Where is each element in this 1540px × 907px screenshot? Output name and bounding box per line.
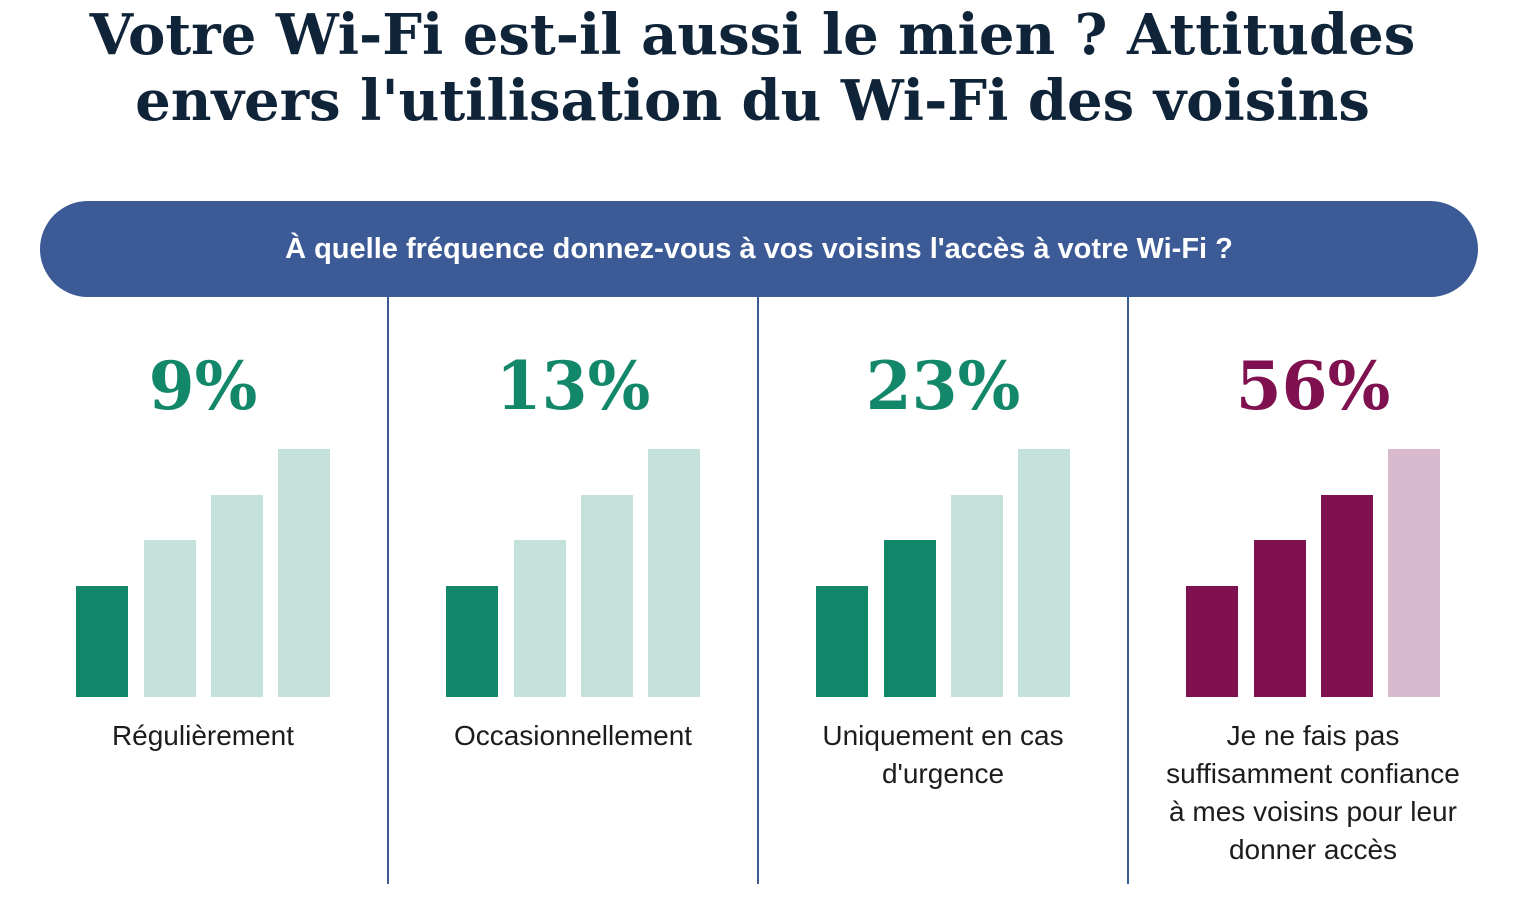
category-label-line: Occasionnellement (453, 720, 693, 751)
signal-bar-empty (514, 540, 566, 697)
column-divider (387, 297, 389, 884)
signal-bar-filled (76, 586, 128, 697)
signal-bar-empty (581, 495, 633, 697)
chart-title: Votre Wi-Fi est-il aussi le mien ? Attit… (0, 2, 1505, 134)
signal-bars (388, 449, 758, 697)
chart-panel: 56% Je ne fais pas suffisamment confiance à… (1128, 297, 1498, 897)
title-line-1: Votre Wi-Fi est-il aussi le mien ? Attit… (89, 2, 1416, 68)
signal-bar-filled (1186, 586, 1238, 697)
category-label-line: suffisamment confiance (1166, 758, 1460, 789)
chart-panel: 23% Uniquement en cas d'urgence (758, 297, 1128, 897)
question-banner: À quelle fréquence donnez-vous à vos voi… (40, 201, 1478, 297)
category-label-line: d'urgence (881, 758, 1005, 789)
column-divider (1127, 297, 1129, 884)
category-label-line: Je ne fais pas (1226, 720, 1400, 751)
signal-bar-empty (211, 495, 263, 697)
signal-bars (1128, 449, 1498, 697)
signal-bar-filled (1254, 540, 1306, 697)
question-text: À quelle fréquence donnez-vous à vos voi… (285, 232, 1233, 265)
signal-bar-filled (446, 586, 498, 697)
signal-bar-empty (144, 540, 196, 697)
chart-panel: 9% Régulièrement (18, 297, 388, 897)
value-label: 23% (865, 347, 1021, 425)
signal-bars (758, 449, 1128, 697)
category-label: Je ne fais pas suffisamment confiance à me… (1128, 717, 1498, 869)
category-label: Occasionnellement (388, 717, 758, 755)
signal-bar-empty (278, 449, 330, 697)
value-label: 9% (148, 347, 258, 425)
chart-panel: 13% Occasionnellement (388, 297, 758, 897)
category-label-line: Régulièrement (111, 720, 295, 751)
value-label: 13% (495, 347, 651, 425)
signal-bars (18, 449, 388, 697)
title-line-2: envers l'utilisation du Wi-Fi des voisin… (135, 68, 1370, 134)
category-label-line: à mes voisins pour leur (1169, 796, 1457, 827)
category-label-line: Uniquement en cas (822, 720, 1064, 751)
signal-bar-empty (648, 449, 700, 697)
value-label: 56% (1235, 347, 1391, 425)
signal-bar-filled (884, 540, 936, 697)
category-label: Uniquement en cas d'urgence (758, 717, 1128, 793)
signal-bar-empty (1018, 449, 1070, 697)
signal-bar-filled (816, 586, 868, 697)
column-divider (757, 297, 759, 884)
signal-bar-empty (1388, 449, 1440, 697)
category-label-line: donner accès (1228, 834, 1398, 865)
signal-bar-filled (1321, 495, 1373, 697)
signal-bar-empty (951, 495, 1003, 697)
category-label: Régulièrement (18, 717, 388, 755)
